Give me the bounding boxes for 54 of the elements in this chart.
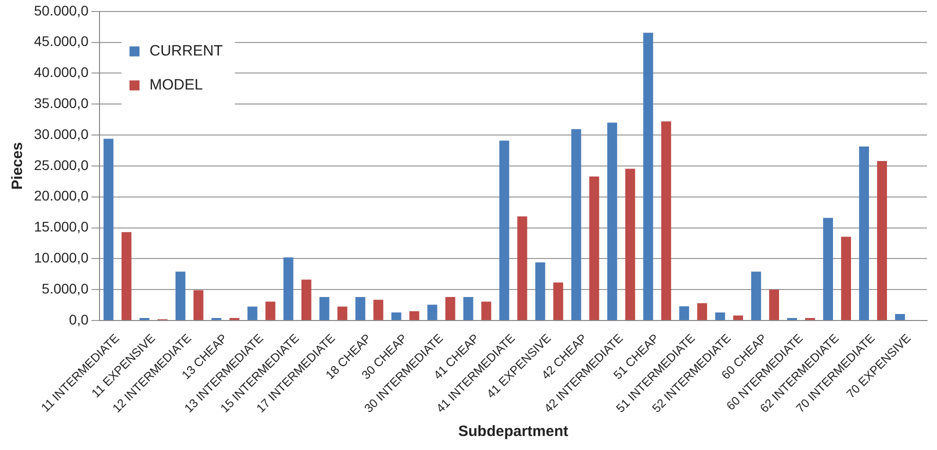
bar [445, 296, 456, 320]
y-tick-label: 5.000,0 [42, 280, 89, 296]
bar [733, 316, 744, 320]
legend-label: MODEL [149, 76, 203, 94]
bar [877, 160, 887, 320]
bar [499, 140, 510, 320]
bar [355, 296, 366, 320]
y-tick-label: 25.000,0 [34, 156, 89, 173]
bar [481, 302, 492, 320]
y-tick-label: 45.000,0 [34, 33, 89, 50]
bar [247, 306, 258, 320]
bar [895, 314, 905, 320]
y-tick-label: 20.000,0 [34, 188, 89, 204]
y-tick-label: 40.000,0 [34, 64, 89, 80]
bar [427, 304, 438, 320]
legend-label: CURRENT [149, 42, 223, 60]
bar [409, 311, 420, 320]
y-tick-label: 35.000,0 [34, 94, 89, 111]
bar [571, 129, 582, 320]
bar [535, 262, 546, 320]
bar [122, 232, 132, 320]
bar [589, 176, 600, 320]
bar [319, 296, 330, 320]
bar [769, 290, 780, 320]
y-tick-label: 30.000,0 [34, 126, 89, 142]
bar [823, 218, 834, 320]
y-tick-label: 10.000,0 [34, 250, 89, 266]
bar [715, 312, 726, 320]
bar [859, 146, 869, 320]
bar [697, 303, 708, 320]
bar [301, 280, 312, 320]
bar [391, 312, 402, 320]
bar [337, 306, 348, 320]
bar [625, 168, 636, 320]
bar [176, 272, 186, 320]
bar [463, 296, 474, 320]
bar [751, 272, 762, 320]
bar [607, 122, 618, 320]
bar [517, 216, 528, 320]
bar [104, 138, 114, 320]
bar [643, 32, 654, 320]
bar [193, 290, 204, 320]
bar [841, 236, 851, 320]
y-tick-label: 0,0 [69, 311, 89, 328]
bar [679, 306, 690, 320]
y-tick-label: 50.000,0 [34, 2, 89, 18]
x-axis-title: Subdepartment [458, 423, 568, 440]
y-axis-title: Pieces [9, 142, 26, 190]
bar [265, 302, 276, 320]
bar [553, 282, 564, 320]
bar [283, 257, 294, 320]
y-tick-label: 15.000,0 [34, 218, 89, 235]
bar [373, 300, 384, 320]
bar [661, 121, 672, 320]
